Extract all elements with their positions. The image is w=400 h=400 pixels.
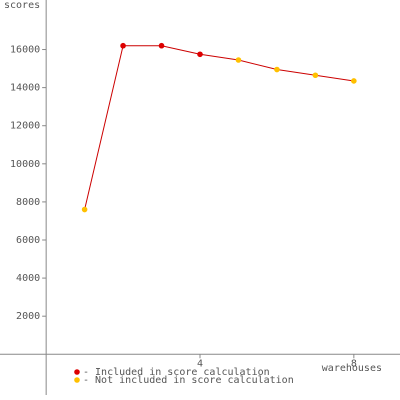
y-axis-label: scores xyxy=(4,0,40,11)
point xyxy=(158,42,165,49)
y-tick-label: 2000 xyxy=(16,311,40,322)
legend-marker xyxy=(74,369,80,375)
point xyxy=(351,78,357,84)
point xyxy=(235,57,242,63)
x-tick-label: 4 xyxy=(197,358,203,369)
y-tick-label: 8000 xyxy=(16,197,40,208)
point xyxy=(197,51,203,58)
y-tick-label: 6000 xyxy=(16,235,40,246)
y-tick-label: 10000 xyxy=(10,159,40,170)
line xyxy=(84,45,354,210)
y-tick-label: 16000 xyxy=(10,45,40,56)
point xyxy=(312,72,319,79)
x-tick-label: 8 xyxy=(351,358,357,369)
point xyxy=(120,42,126,49)
x-axis-label: warehouses xyxy=(322,363,382,374)
point xyxy=(81,206,88,213)
legend-label: - Included in score calculation xyxy=(83,367,270,378)
legend-marker xyxy=(74,377,80,383)
legend-label: - Not included in score calculation xyxy=(83,375,294,386)
y-tick-label: 14000 xyxy=(10,83,40,94)
y-tick-label: 12000 xyxy=(10,121,40,132)
y-tick-label: 4000 xyxy=(16,273,40,284)
point xyxy=(274,66,280,73)
